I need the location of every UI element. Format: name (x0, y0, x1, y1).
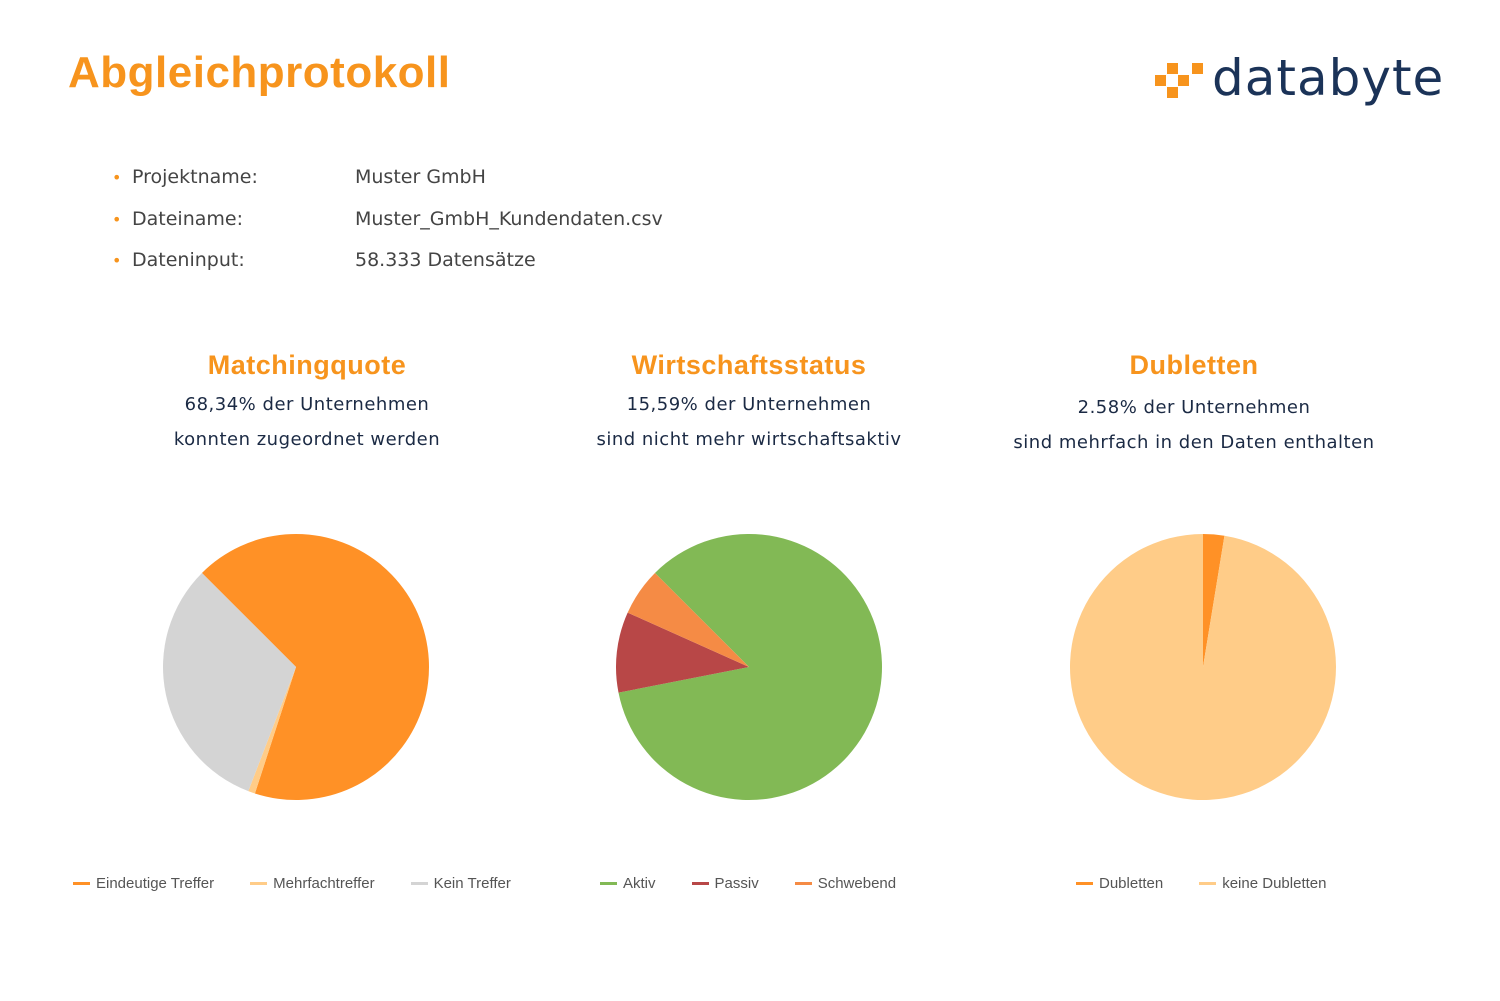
legend-swatch (410, 882, 428, 885)
legend-swatch (1199, 882, 1217, 885)
legend-dubletten: Dubletten keine Dubletten (1076, 875, 1362, 892)
legend-swatch (794, 882, 812, 885)
bullet-icon: • (112, 251, 122, 270)
legend-wirtschaftsstatus: Aktiv Passiv Schwebend (600, 875, 932, 892)
chart-subtitle: sind nicht mehr wirtschaftsaktiv (596, 429, 902, 450)
info-row: • Projektname: Muster GmbH (112, 166, 663, 208)
legend-label: Passiv (714, 875, 759, 892)
pie-slice-kein-treffer (162, 572, 296, 792)
legend-label: Kein Treffer (433, 875, 511, 892)
legend-swatch (691, 882, 709, 885)
legend-item: Schwebend (794, 875, 897, 892)
info-label: Projektname: (132, 166, 258, 188)
legend-item: Mehrfachtreffer (250, 875, 375, 892)
legend-swatch (600, 882, 617, 885)
databyte-logo: databyte (1150, 49, 1450, 115)
legend-item: Dubletten (1076, 875, 1163, 892)
legend-label: Dubletten (1099, 875, 1164, 892)
legend-label: Aktiv (623, 875, 656, 892)
legend-item: Eindeutige Treffer (73, 875, 214, 892)
legend-label: Schwebend (817, 875, 897, 892)
legend-swatch (250, 882, 268, 885)
dubletten-header: Dubletten 2.58% der Unternehmen sind mehr… (974, 350, 1414, 460)
legend-item: Passiv (691, 875, 759, 892)
info-value: Muster GmbH (355, 166, 486, 188)
legend-item: keine Dubletten (1199, 875, 1326, 892)
pie-slice-schwebend (627, 572, 749, 667)
chart-title: Dubletten (1129, 350, 1259, 380)
legend-item: Kein Treffer (410, 875, 511, 892)
chart-subtitle: 2.58% der Unternehmen (1077, 397, 1311, 418)
chart-subtitle: konnten zugeordnet werden (173, 429, 441, 450)
project-info: • Projektname: Muster GmbH • Dateiname: Must… (112, 166, 663, 291)
legend-label: Eindeutige Treffer (96, 875, 215, 892)
chart-subtitle: sind mehrfach in den Daten enthalten (1013, 432, 1375, 453)
pie-slice-eindeutige-treffer (201, 534, 429, 800)
info-row: • Dateninput: 58.333 Datensätze (112, 249, 663, 291)
matchingquote-header: Matchingquote 68,34% der Unternehmen konn… (87, 350, 527, 457)
pie-slice-aktiv (618, 533, 882, 800)
legend-label: Mehrfachtreffer (273, 875, 375, 892)
pie-slice-keine-dubletten (1069, 534, 1336, 800)
legend-swatch (73, 882, 90, 885)
chart-subtitle: 68,34% der Unternehmen (184, 394, 430, 415)
logo-text: databyte (1212, 49, 1445, 107)
info-label: Dateninput: (132, 249, 245, 271)
page-title: Abgleichprotokoll (68, 48, 451, 97)
chart-subtitle: 15,59% der Unternehmen (626, 394, 872, 415)
bullet-icon: • (112, 209, 122, 229)
info-value: Muster_GmbH_Kundendaten.csv (355, 207, 663, 230)
chart-title: Wirtschaftsstatus (631, 350, 867, 380)
pie-slice-dubletten (1203, 534, 1225, 667)
pie-slice-passiv (616, 612, 749, 693)
bullet-icon: • (112, 168, 122, 187)
legend-matchingquote: Eindeutige Treffer Mehrfachtreffer Kein Tr… (73, 875, 547, 892)
pie-slice-mehrfachtreffer (248, 667, 296, 794)
legend-swatch (1076, 882, 1093, 885)
info-row: • Dateiname: Muster_GmbH_Kundendaten.csv (112, 208, 663, 250)
legend-label: keine Dubletten (1222, 875, 1327, 892)
wirtschaftsstatus-header: Wirtschaftsstatus 15,59% der Unternehmen… (529, 350, 969, 457)
legend-item: Aktiv (600, 875, 656, 892)
info-value: 58.333 Datensätze (355, 249, 536, 271)
chart-title: Matchingquote (207, 350, 407, 380)
info-label: Dateiname: (132, 207, 243, 230)
